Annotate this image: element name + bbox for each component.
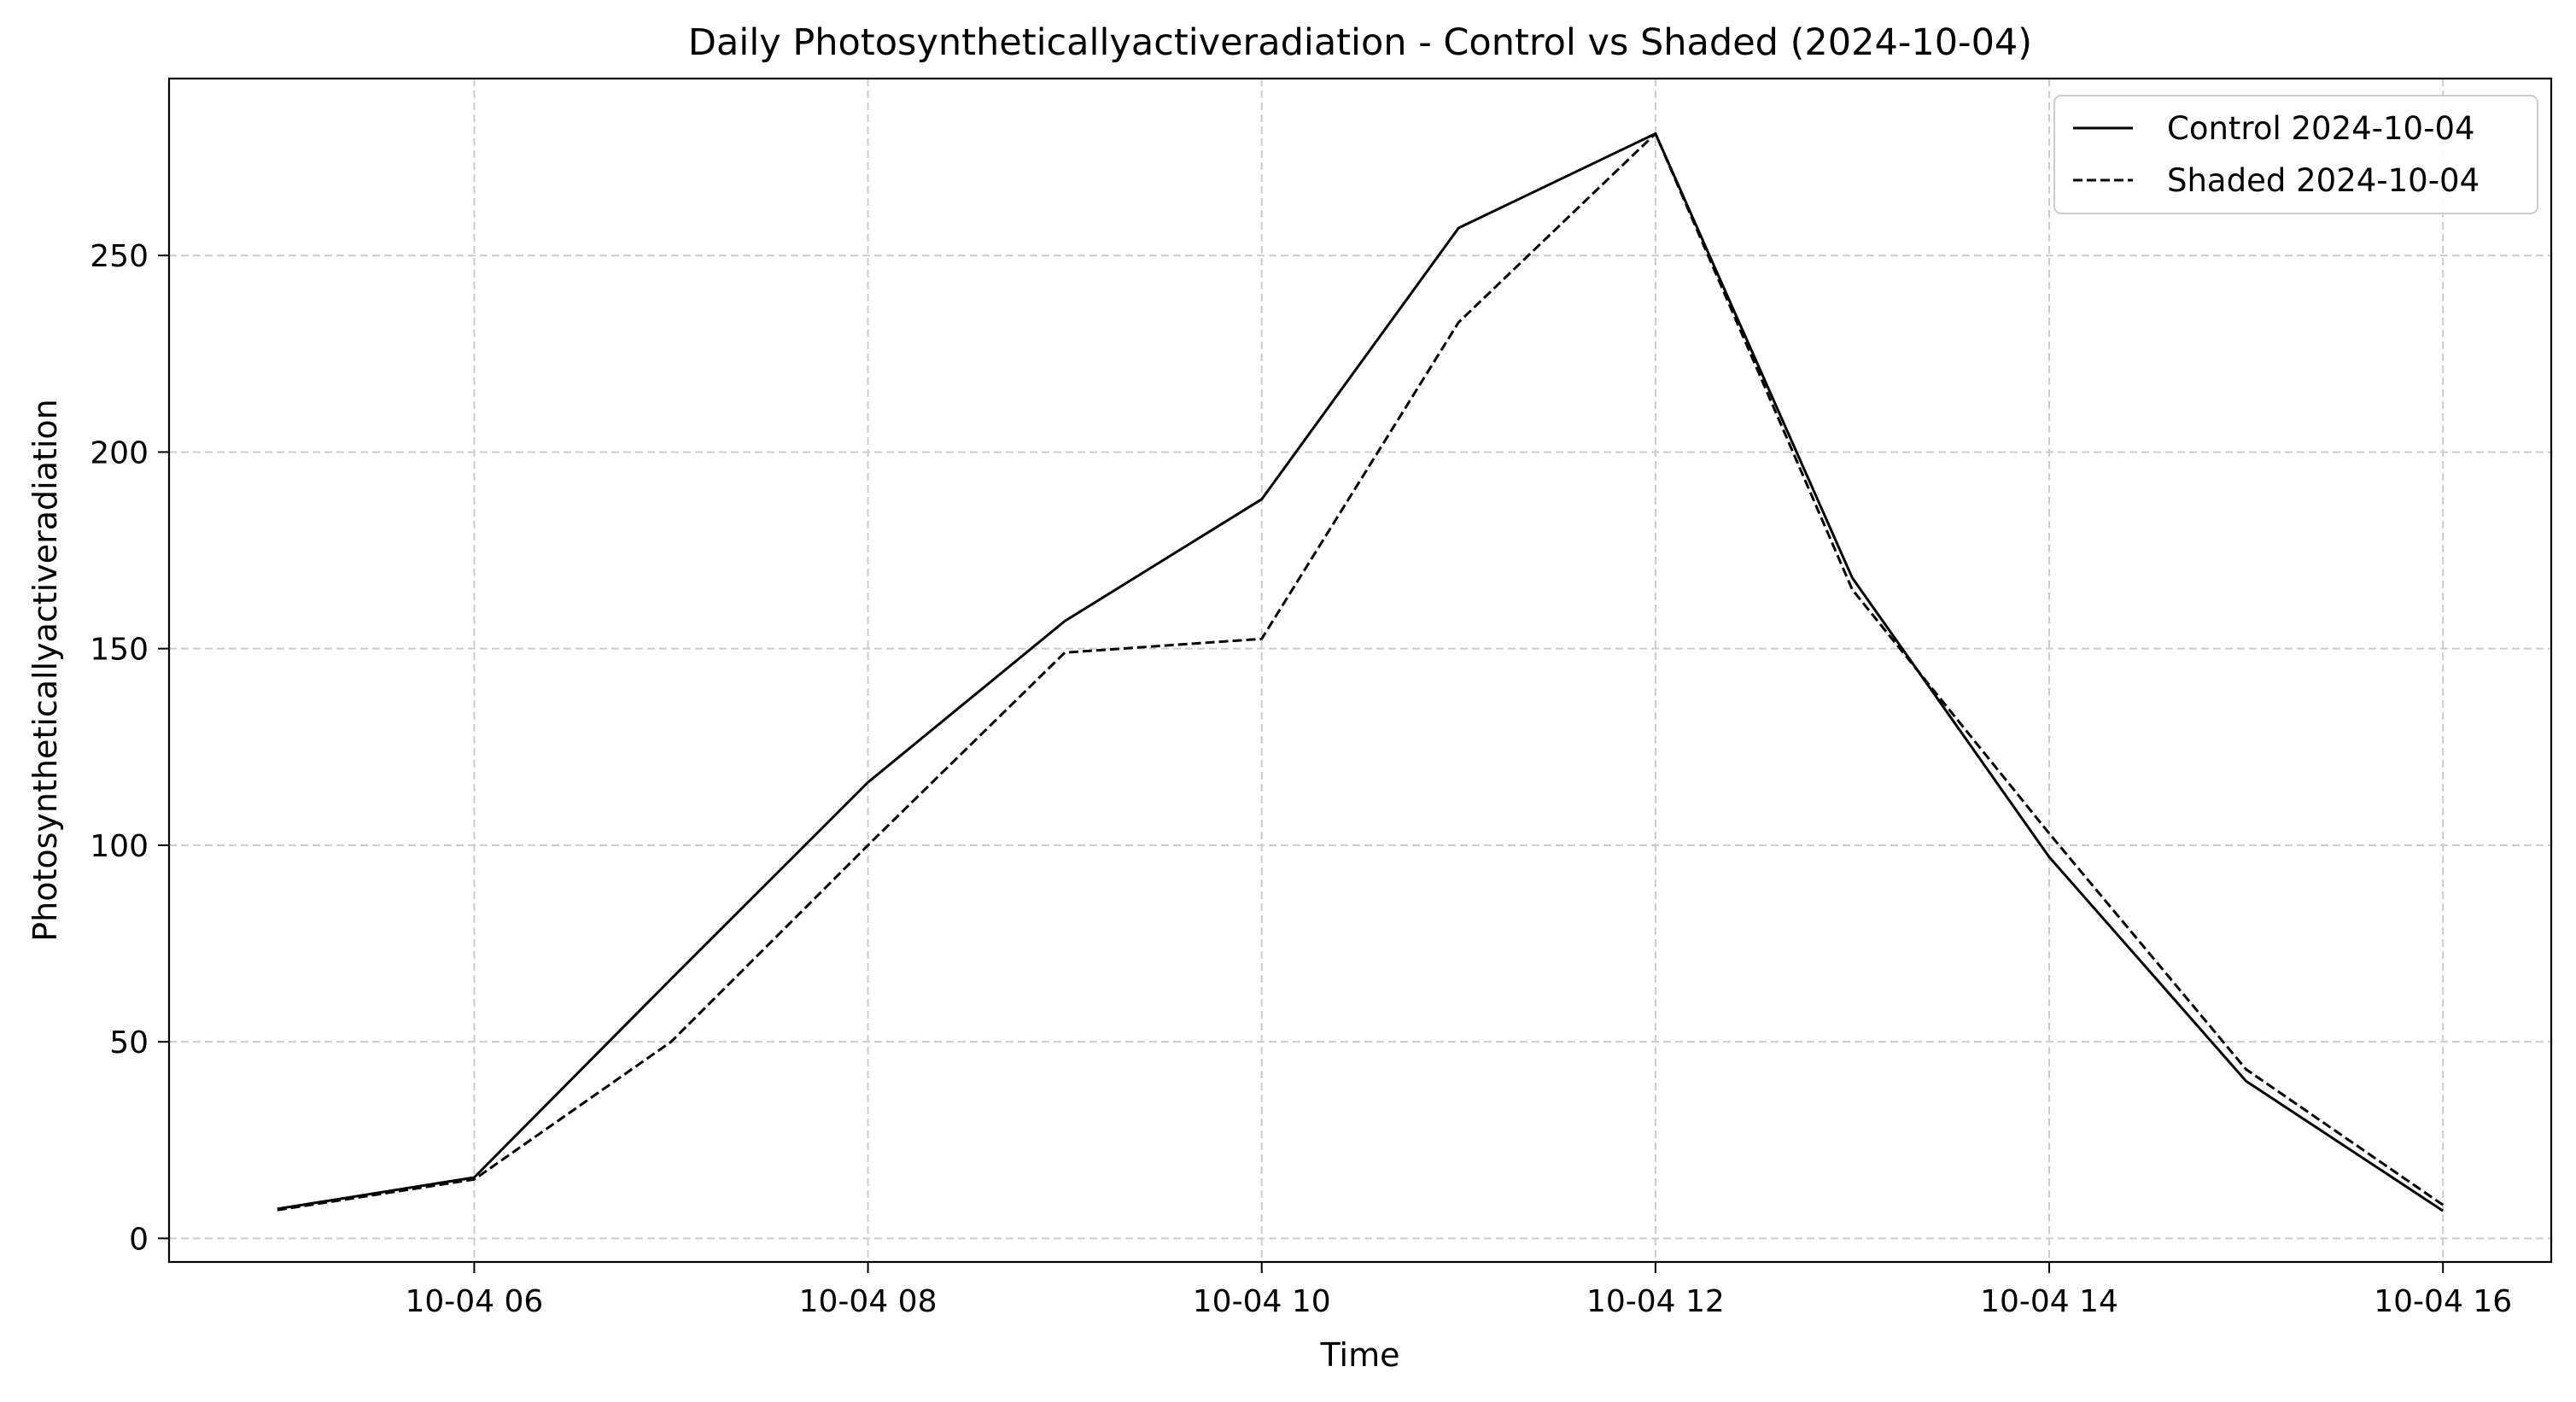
- series-line-control: [277, 132, 2445, 1212]
- y-tick-label: 200: [90, 435, 149, 470]
- y-tick-label: 100: [90, 829, 149, 864]
- legend-label-control: Control 2024-10-04: [2167, 110, 2475, 147]
- x-tick-label: 10-04 08: [799, 1284, 938, 1319]
- y-tick-label: 150: [90, 633, 149, 668]
- legend-box: [2053, 95, 2538, 214]
- x-axis-label: Time: [1320, 1336, 1400, 1374]
- x-tick-label: 10-04 10: [1193, 1284, 1331, 1319]
- legend: Control 2024-10-04 Shaded 2024-10-04: [2053, 95, 2538, 214]
- x-tick-label: 10-04 06: [405, 1284, 543, 1319]
- y-tick-label: 250: [90, 239, 149, 274]
- x-tick-label: 10-04 14: [1980, 1284, 2118, 1319]
- series-layer: [277, 132, 2445, 1212]
- plot-frame: [167, 77, 2553, 1264]
- x-tick-label: 10-04 12: [1586, 1284, 1725, 1319]
- legend-label-shaded: Shaded 2024-10-04: [2167, 162, 2480, 199]
- y-tick-label: 50: [109, 1025, 149, 1060]
- y-tick-label: 0: [129, 1222, 149, 1257]
- x-tick-label: 10-04 16: [2374, 1284, 2512, 1319]
- grid-layer: [169, 79, 2551, 1262]
- y-axis-label: Photosyntheticallyactiveradiation: [26, 399, 64, 942]
- series-line-shaded: [277, 132, 2445, 1212]
- tick-layer: 10-04 06 10-04 08 10-04 10 10-04 12 10-04 14…: [90, 239, 2512, 1319]
- chart-title: Daily Photosyntheticallyactiveradiation …: [688, 21, 2032, 64]
